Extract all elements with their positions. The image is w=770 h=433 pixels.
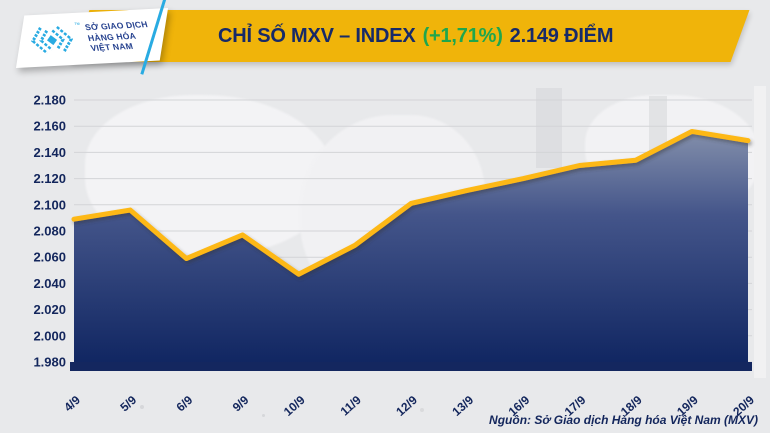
title-text: CHỈ SỐ MXV – INDEX <box>218 25 416 47</box>
source-note: Nguồn: Sở Giao dịch Hàng hóa Việt Nam (M… <box>489 413 758 427</box>
watermark-rect <box>754 86 766 378</box>
watermark-dot <box>262 414 265 417</box>
y-axis-tick-label: 2.060 <box>33 250 66 265</box>
y-axis-tick-label: 2.020 <box>33 302 66 317</box>
y-axis-tick-label: 2.140 <box>33 145 66 160</box>
y-axis-tick-label: 2.100 <box>33 197 66 212</box>
x-axis-tick-label: 11/9 <box>338 393 364 419</box>
y-axis-tick-label: 2.040 <box>33 276 66 291</box>
x-axis-tick-label: 6/9 <box>174 393 196 415</box>
y-axis-tick-label: 2.180 <box>33 93 66 108</box>
x-axis-bar <box>70 362 752 371</box>
index-line <box>71 128 751 277</box>
y-axis-tick-label: 2.000 <box>33 328 66 343</box>
y-axis-tick-label: 2.080 <box>33 224 66 239</box>
watermark-rect <box>649 96 667 158</box>
mxv-logo-content: ™ SỞ GIAO DỊCH HÀNG HÓA VIỆT NAM <box>19 8 166 67</box>
logo-line-3: VIỆT NAM <box>89 41 135 54</box>
trademark-symbol: ™ <box>73 22 82 29</box>
mxv-logo-icon <box>31 26 74 55</box>
title-value: 2.149 ĐIỂM <box>509 25 614 47</box>
y-axis-tick-label: 2.120 <box>33 171 66 186</box>
watermark-dot <box>140 405 144 409</box>
title-change-percent: (+1,71%) <box>422 25 503 47</box>
x-axis-tick-label: 4/9 <box>61 393 83 415</box>
y-axis-tick-label: 2.160 <box>33 119 66 134</box>
x-axis-tick-label: 12/9 <box>393 393 420 419</box>
watermark-rect <box>536 88 562 168</box>
watermark-dot <box>420 408 424 412</box>
logo-wordmark: SỞ GIAO DỊCH HÀNG HÓA VIỆT NAM <box>84 19 155 54</box>
chart-title: CHỈ SỐ MXV – INDEX (+1,71%) 2.149 ĐIỂM <box>218 10 613 62</box>
index-area-fill <box>74 131 748 370</box>
x-axis-tick-label: 9/9 <box>230 393 252 415</box>
x-axis-tick-label: 10/9 <box>281 393 308 419</box>
y-axis-tick-label: 1.980 <box>33 355 66 370</box>
x-axis-tick-label: 5/9 <box>117 393 139 415</box>
x-axis-tick-label: 13/9 <box>449 393 476 419</box>
